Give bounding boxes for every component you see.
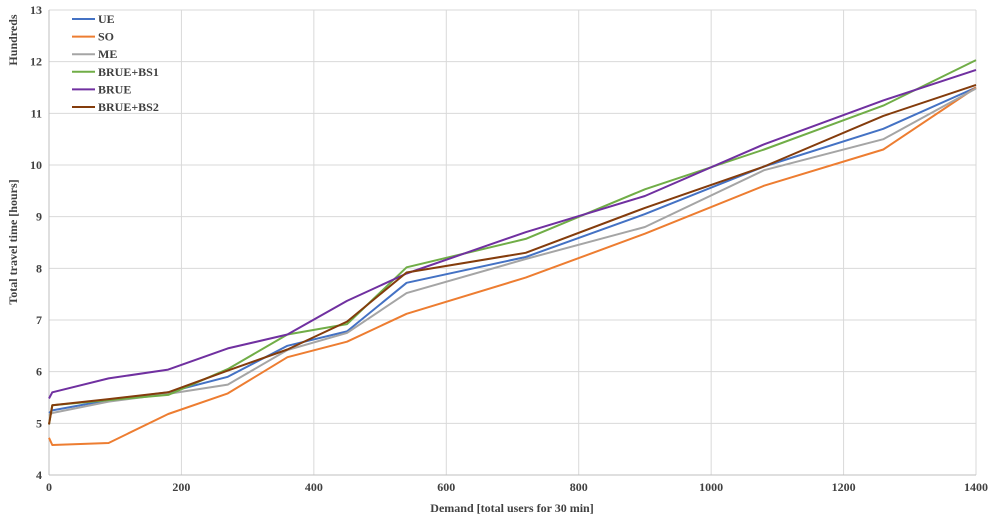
legend-label: BRUE+BS2 xyxy=(98,100,159,114)
y-tick-label: 4 xyxy=(36,468,42,482)
x-tick-label: 800 xyxy=(570,480,588,494)
series-lines xyxy=(48,59,977,446)
y-tick-label: 10 xyxy=(30,158,42,172)
y-axis-unit-label: Hundreds xyxy=(6,14,20,65)
x-tick-label: 1200 xyxy=(832,480,856,494)
x-tick-label: 1400 xyxy=(964,480,988,494)
legend: UE SO ME BRUE+BS1 BRUE BRUE+BS2 xyxy=(72,12,159,114)
y-tick-label: 7 xyxy=(36,313,42,327)
y-tick-label: 11 xyxy=(31,106,42,120)
legend-label: SO xyxy=(98,30,114,44)
y-axis-label: Total travel time [hours] xyxy=(6,179,20,304)
y-tick-label: 8 xyxy=(36,261,42,275)
series-line-brue-bs2 xyxy=(48,83,977,425)
y-tick-label: 5 xyxy=(36,416,42,430)
legend-label: BRUE xyxy=(98,82,131,96)
series-line-me xyxy=(48,87,977,417)
y-tick-label: 13 xyxy=(30,3,42,17)
series-line-so xyxy=(48,86,977,446)
x-tick-label: 600 xyxy=(437,480,455,494)
y-tick-label: 12 xyxy=(30,55,42,69)
y-tick-label: 9 xyxy=(36,210,42,224)
series-line-brue-bs1 xyxy=(48,59,977,425)
tick-labels: 4 5 6 7 8 9 10 11 12 13 0 200 400 600 800 1000 1200 1400 xyxy=(30,3,988,494)
x-tick-label: 1000 xyxy=(699,480,723,494)
x-tick-label: 200 xyxy=(172,480,190,494)
x-axis-label: Demand [total users for 30 min] xyxy=(430,501,593,515)
series-line-brue xyxy=(48,68,977,399)
legend-label: ME xyxy=(98,47,117,61)
y-tick-label: 6 xyxy=(36,365,42,379)
legend-label: UE xyxy=(98,12,115,26)
legend-label: BRUE+BS1 xyxy=(98,65,159,79)
x-tick-label: 0 xyxy=(46,480,52,494)
x-tick-label: 400 xyxy=(305,480,323,494)
